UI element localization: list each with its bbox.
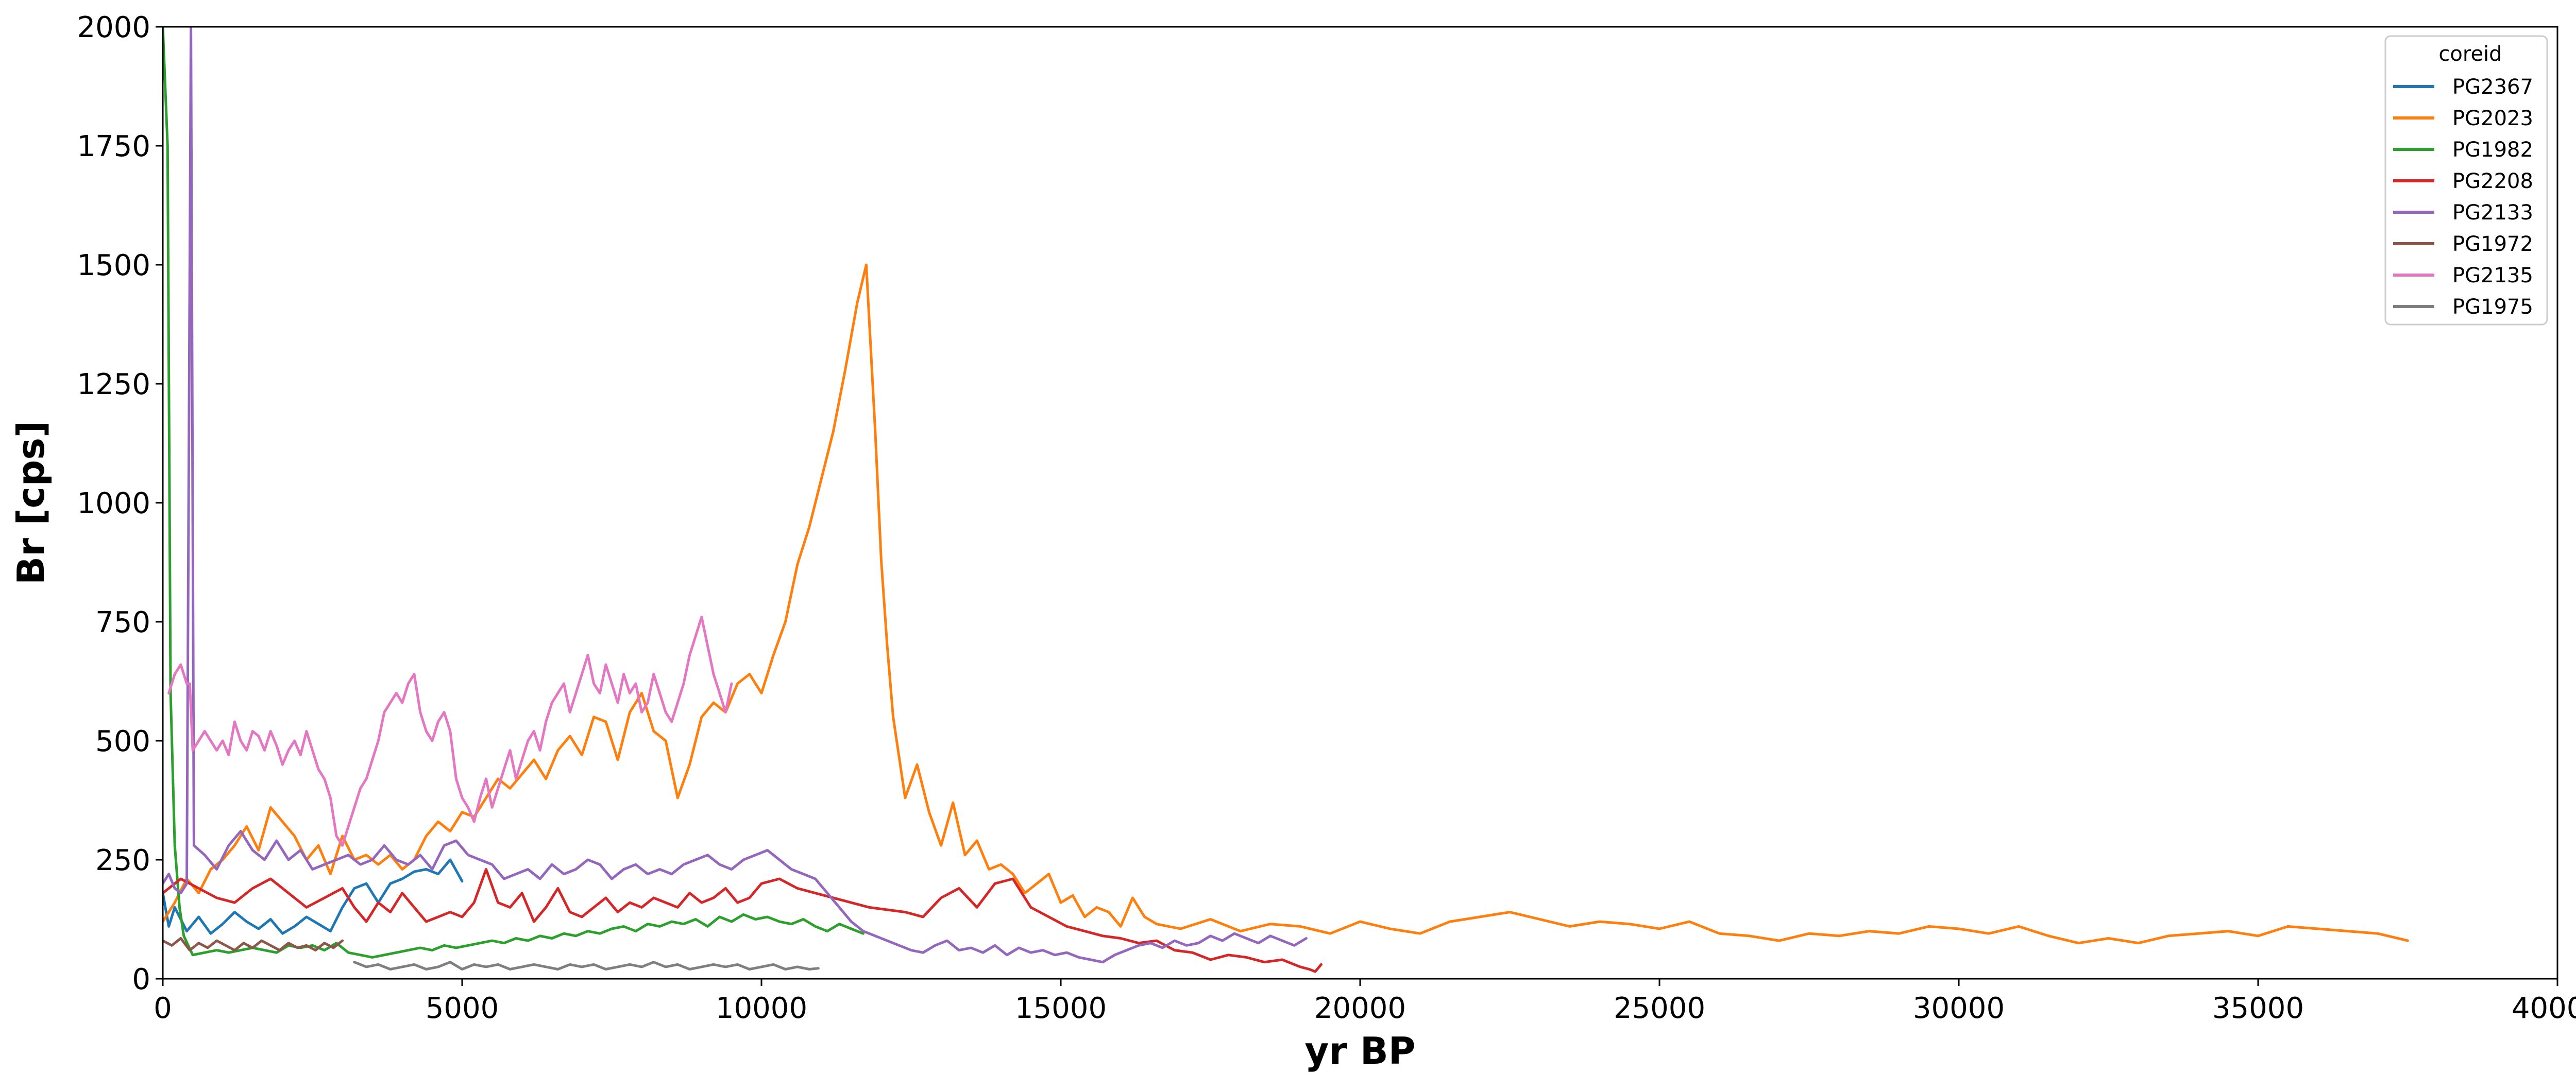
x-tick-label: 35000 (2212, 992, 2304, 1025)
series-line-pg2133 (163, 27, 1308, 964)
series-line-pg1975 (353, 961, 820, 971)
x-tick-label: 20000 (1314, 992, 1406, 1025)
x-axis-label: yr BP (1304, 1029, 1415, 1073)
y-tick-label: 1750 (77, 130, 150, 163)
x-tick-label: 25000 (1614, 992, 1705, 1025)
y-axis: 0 250 500 750 1000 1250 1500 1750 2000 (77, 11, 163, 996)
y-tick-label: 750 (95, 606, 150, 639)
legend-label-pg1975: PG1975 (2452, 295, 2533, 319)
y-tick-label: 250 (95, 844, 150, 877)
series-line-pg2367 (163, 858, 464, 935)
y-tick-label: 0 (132, 963, 150, 996)
y-axis-label: Br [cps] (9, 421, 53, 585)
x-tick-label: 10000 (716, 992, 807, 1025)
legend-title: coreid (2438, 42, 2502, 66)
x-tick-label: 15000 (1015, 992, 1107, 1025)
y-tick-label: 2000 (77, 11, 150, 44)
legend-frame (2384, 35, 2548, 326)
y-tick-label: 500 (95, 725, 150, 758)
series-layer (163, 27, 2409, 973)
legend-label-pg2133: PG2133 (2452, 201, 2533, 225)
legend-label-pg2023: PG2023 (2452, 107, 2533, 130)
legend: coreid PG2367 PG2023 PG1982 PG2208 PG2133 PG1… (2384, 35, 2548, 326)
series-line-pg2135 (167, 616, 733, 847)
legend-label-pg2208: PG2208 (2452, 169, 2533, 193)
legend-items: PG2367 PG2023 PG1982 PG2208 PG2133 PG1972 PG21… (2393, 75, 2533, 319)
x-tick-label: 0 (154, 992, 172, 1025)
series-line-pg2023 (163, 263, 2409, 945)
legend-label-pg1982: PG1982 (2452, 138, 2533, 162)
series-line-pg1972 (163, 937, 344, 952)
series-line-pg1982 (163, 27, 865, 959)
y-tick-label: 1250 (77, 368, 150, 401)
y-tick-label: 1000 (77, 487, 150, 520)
legend-label-pg1972: PG1972 (2452, 232, 2533, 256)
legend-label-pg2367: PG2367 (2452, 75, 2533, 99)
x-tick-label: 30000 (1913, 992, 2005, 1025)
legend-label-pg2135: PG2135 (2452, 264, 2533, 287)
series-line-pg2208 (163, 868, 1323, 973)
x-tick-label: 5000 (426, 992, 499, 1025)
y-tick-label: 1500 (77, 249, 150, 282)
